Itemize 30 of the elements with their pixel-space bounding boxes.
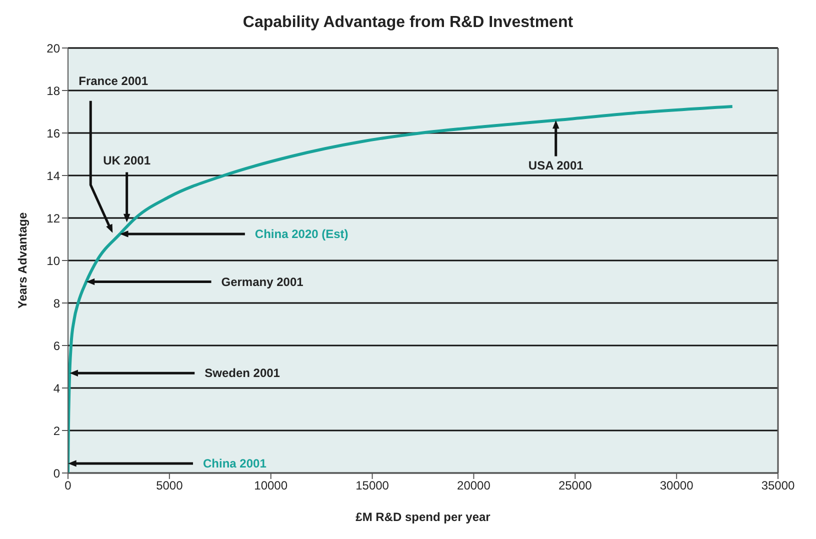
x-tick-label: 0 bbox=[64, 478, 72, 493]
y-tick-label: 20 bbox=[46, 41, 60, 56]
y-tick-label: 10 bbox=[46, 254, 60, 268]
y-tick-label: 14 bbox=[46, 168, 60, 183]
annotation: UK 2001 bbox=[103, 153, 151, 168]
y-tick-label: 2 bbox=[53, 424, 60, 438]
x-tick-label: 30000 bbox=[660, 478, 694, 493]
y-tick-label: 16 bbox=[46, 126, 60, 140]
annotation: USA 2001 bbox=[528, 158, 584, 172]
x-tick-label: 5000 bbox=[156, 478, 184, 493]
annotation: China 2020 (Est) bbox=[254, 226, 348, 241]
y-axis-title: Years Advantage bbox=[15, 212, 30, 309]
annotation: Sweden 2001 bbox=[204, 366, 280, 380]
y-tick-label: 4 bbox=[53, 381, 60, 396]
x-axis-title: £M R&D spend per year bbox=[356, 510, 491, 524]
annotation: Germany 2001 bbox=[221, 274, 304, 289]
y-tick-label: 12 bbox=[46, 211, 60, 226]
x-tick-label: 15000 bbox=[356, 478, 390, 493]
x-tick-label: 35000 bbox=[761, 478, 796, 493]
x-tick-label: 10000 bbox=[254, 478, 288, 493]
y-tick-label: 6 bbox=[53, 338, 60, 353]
x-tick-label: 20000 bbox=[457, 478, 491, 493]
chart-title: Capability Advantage from R&D Investment bbox=[242, 13, 574, 33]
line-series bbox=[68, 104, 734, 473]
y-tick-label: 18 bbox=[46, 84, 60, 98]
annotation: France 2001 bbox=[78, 74, 148, 88]
annotation: China 2001 bbox=[203, 456, 267, 470]
y-tick-label: 8 bbox=[53, 296, 60, 310]
x-tick-label: 25000 bbox=[558, 478, 592, 493]
y-tick-label: 0 bbox=[53, 466, 60, 480]
